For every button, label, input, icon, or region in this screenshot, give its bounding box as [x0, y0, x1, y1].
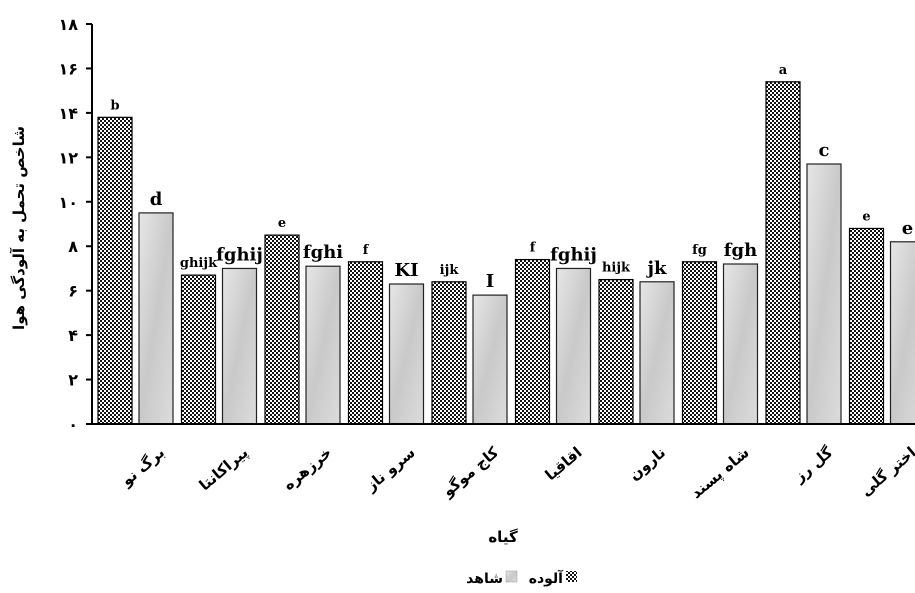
bar-significance-label: fghi [303, 242, 343, 263]
x-category-label: برگ نو [117, 443, 168, 490]
bar-polluted [848, 227, 885, 425]
y-tick-label: ۱۰ [58, 193, 78, 212]
bar-significance-label: fghij [550, 244, 597, 265]
bar-significance-label: jk [646, 258, 668, 279]
legend-label-control: شاهد [466, 571, 503, 587]
x-category-label: اختر گلی [857, 443, 915, 500]
x-category-label: پیراکانتا [196, 443, 253, 495]
bar-control [305, 265, 341, 425]
bar-control [221, 267, 258, 425]
y-axis-ticks: ۰ ۲ ۴ ۶ ۸ ۱۰ ۱۲ ۱۴ ۱۶ ۱۸ [58, 15, 92, 434]
bar-significance-label: hijk [602, 261, 631, 276]
x-category-label: نارون [625, 443, 669, 484]
y-tick-label: ۶ [68, 282, 78, 301]
x-axis-category-labels: برگ نو پیراکانتا خرزهره سرو ناز کاج موگو اقاق… [117, 443, 915, 503]
legend: شاهد آلوده [466, 569, 577, 587]
bar-significance-label: ijk [440, 263, 460, 278]
bar-significance-label: f [530, 241, 537, 256]
bar-control [806, 163, 842, 425]
bar-significance-label: e [862, 209, 870, 224]
bar-polluted [598, 278, 634, 425]
bar-polluted [681, 261, 718, 425]
y-tick-label: ۰ [68, 415, 78, 434]
bar-significance-label: ghijk [180, 256, 218, 271]
bar-significance-label: KI [394, 260, 418, 281]
y-tick-label: ۸ [68, 237, 78, 256]
bar-polluted [97, 116, 133, 425]
bar-significance-label: f [363, 243, 370, 258]
bar-control [722, 263, 759, 425]
bar-significance-label: a [779, 63, 788, 78]
bar-control [639, 281, 675, 425]
legend-swatch-polluted [566, 571, 577, 582]
bar-control [555, 267, 592, 425]
bar-polluted [264, 234, 300, 425]
x-category-label: اقاقیا [542, 443, 586, 484]
x-category-label: کاج موگو [438, 443, 502, 501]
bar-polluted [347, 261, 384, 425]
x-category-label: خرزهره [280, 443, 336, 494]
bar-significance-label: e [278, 216, 286, 231]
bar-control [138, 212, 174, 425]
bar-significance-label: b [110, 98, 119, 113]
bar-polluted [180, 274, 217, 425]
x-category-label: سرو ناز [361, 443, 418, 495]
y-tick-label: ۲ [68, 371, 78, 390]
bar-significance-label: e [902, 218, 913, 239]
bar-significance-label: fg [692, 243, 707, 258]
bar-significance-label: fgh [724, 240, 757, 261]
y-tick-label: ۱۶ [58, 59, 78, 78]
legend-swatch-control [505, 570, 518, 583]
bar-control [388, 283, 425, 425]
y-tick-label: ۴ [68, 326, 78, 345]
x-category-label: گل رز [790, 443, 837, 486]
x-category-label: شاه پسند [687, 443, 753, 503]
bar-control [472, 294, 508, 425]
bar-polluted [765, 81, 801, 425]
bar-polluted [514, 258, 551, 425]
bar-significance-label: fghij [216, 244, 263, 265]
legend-label-polluted: آلوده [529, 569, 564, 587]
bar-significance-label: I [486, 271, 494, 292]
x-axis-title: گیاه [488, 528, 518, 546]
bar-control [889, 241, 915, 425]
y-tick-label: ۱۲ [58, 148, 78, 167]
bar-significance-label: c [819, 140, 830, 161]
y-axis-title: شاخص تحمل به آلودگی هوا [10, 126, 28, 330]
y-tick-label: ۱۸ [58, 15, 78, 34]
y-tick-label: ۱۴ [58, 104, 78, 123]
bar-significance-label: d [150, 189, 163, 210]
bar-polluted [431, 281, 467, 425]
